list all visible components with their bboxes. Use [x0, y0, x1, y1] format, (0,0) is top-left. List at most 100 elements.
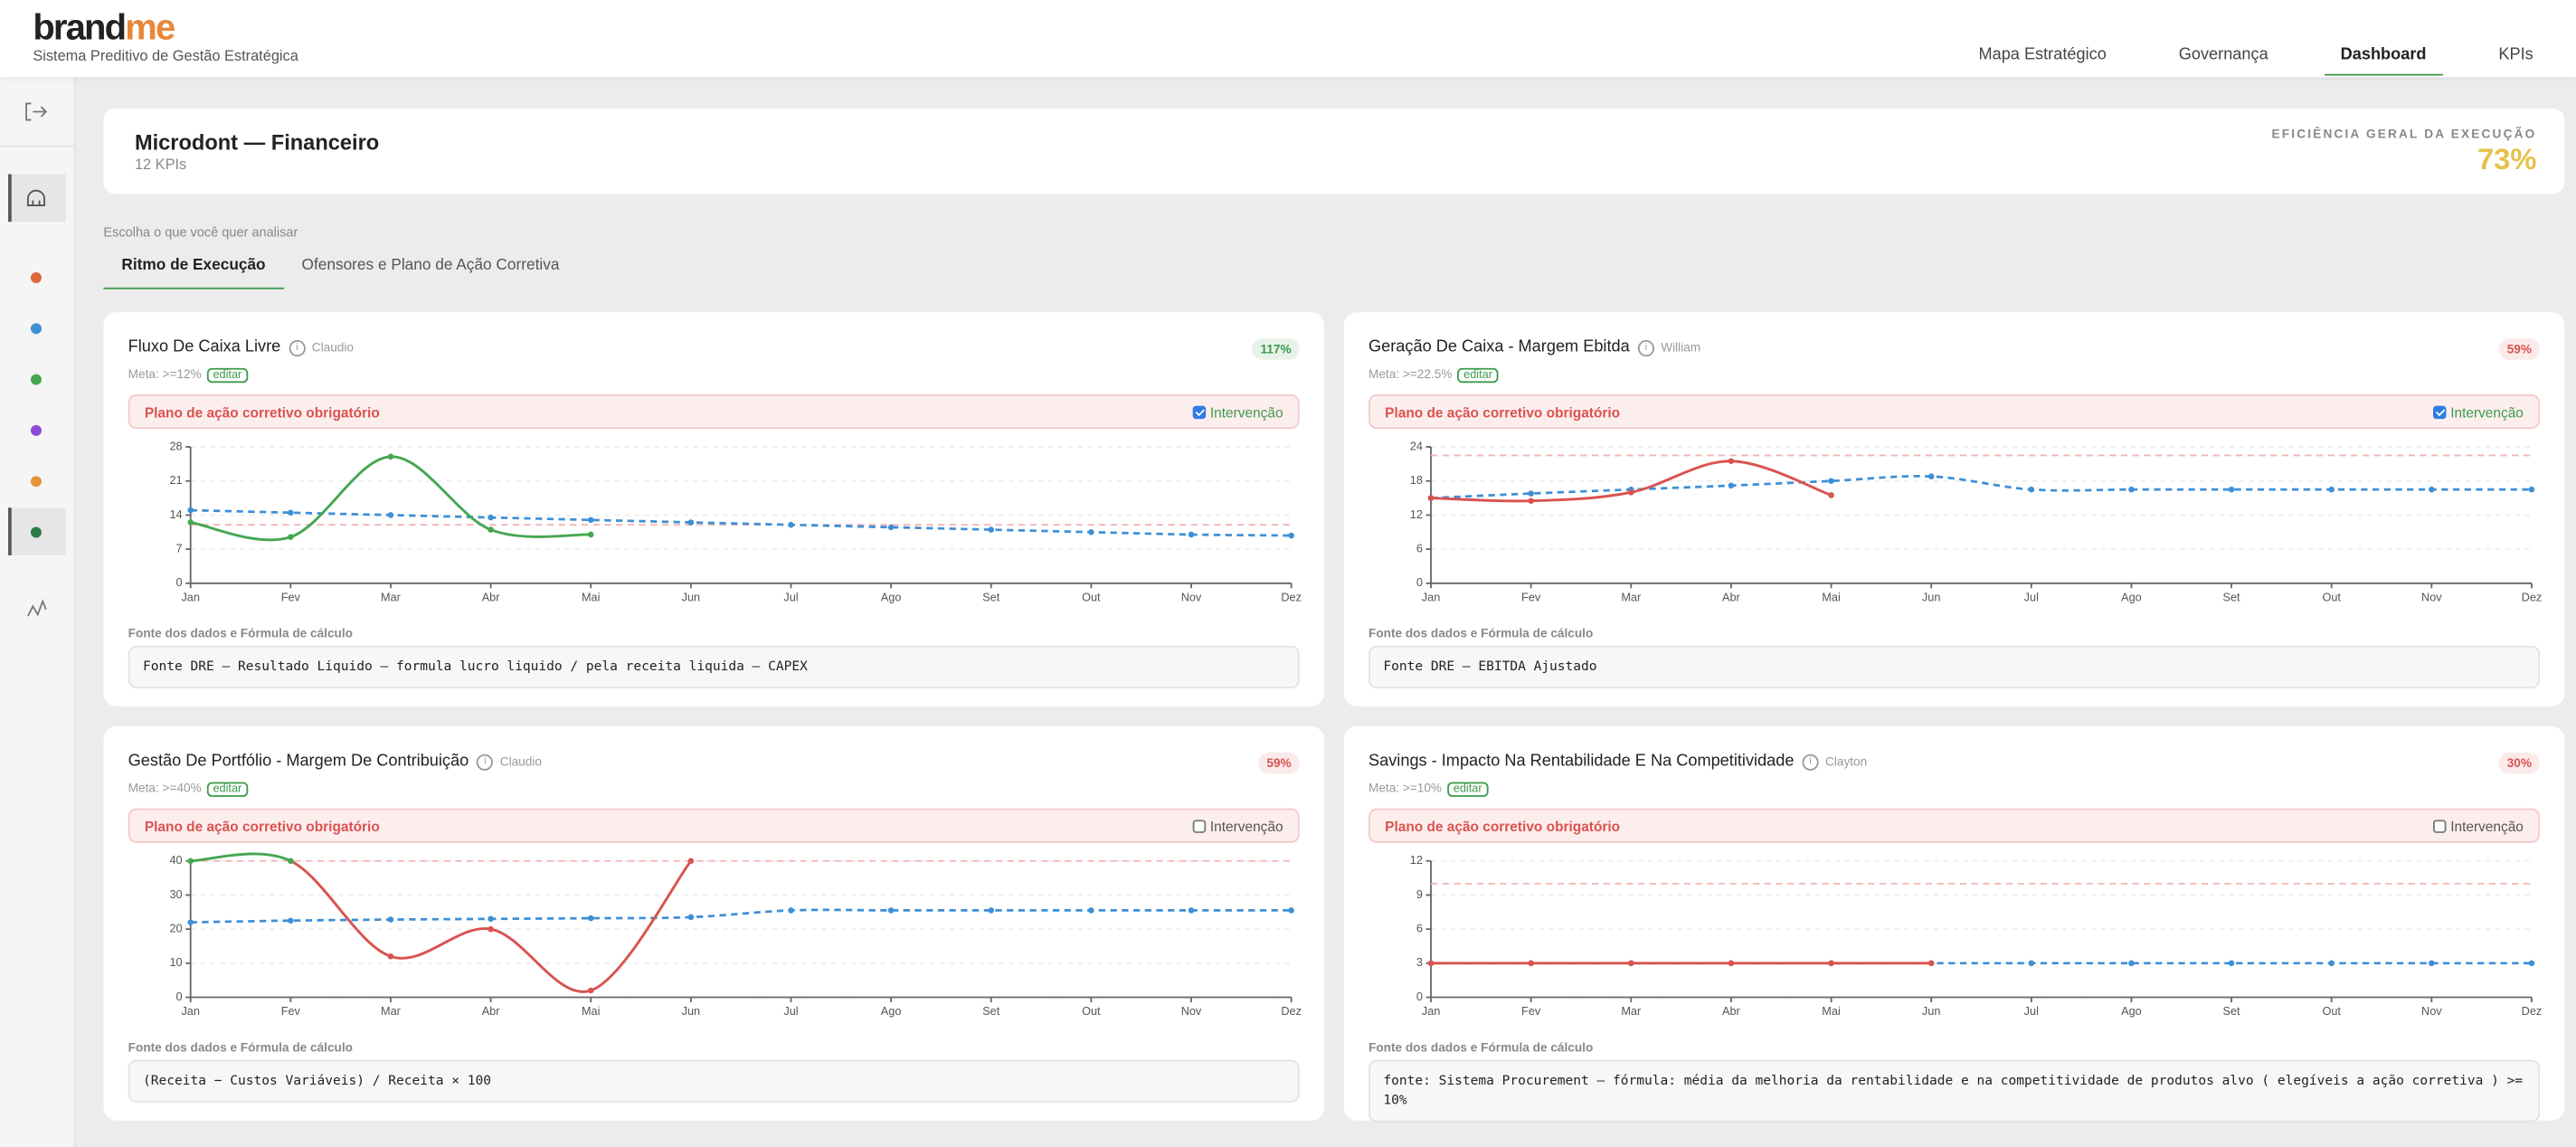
intervention-toggle[interactable]: Intervenção: [2432, 403, 2524, 420]
x-tick-label: Out: [1082, 1004, 1101, 1018]
summary-card: Microdont — Financeiro 12 KPIs EFICIÊNCI…: [103, 108, 2565, 194]
meta-text: Meta: >=22.5%: [1368, 366, 1453, 382]
y-tick-label: 3: [1416, 955, 1423, 969]
x-tick-label: Jul: [2024, 591, 2039, 604]
kpi-title: Gestão De Portfólio - Margem De Contribu…: [128, 752, 469, 771]
checkbox[interactable]: [1191, 404, 1206, 419]
dot[interactable]: [30, 424, 42, 436]
x-tick-label: Nov: [2421, 591, 2442, 604]
actual-point: [187, 858, 194, 865]
actual-point: [387, 453, 394, 460]
edit-button[interactable]: editar: [1456, 367, 1500, 384]
forecast-point: [1728, 482, 1735, 489]
active-item[interactable]: [8, 174, 66, 223]
info-icon[interactable]: i: [477, 754, 494, 771]
y-tick-label: 6: [1416, 541, 1423, 555]
checkbox[interactable]: [2432, 404, 2446, 419]
kpi-header: Gestão De Portfólio - Margem De Contribu…: [128, 753, 542, 771]
x-tick-label: Abr: [1722, 591, 1741, 604]
nav-item[interactable]: Mapa Estratégico: [1978, 45, 2107, 64]
logo-brand: brand: [33, 6, 127, 48]
dot[interactable]: [30, 271, 42, 283]
actual-point: [1728, 458, 1735, 465]
y-tick-label: 12: [1410, 853, 1423, 867]
forecast-point: [288, 917, 294, 924]
x-tick-label: Jan: [1422, 1004, 1440, 1018]
y-tick-label: 0: [176, 990, 183, 1003]
forecast-point: [288, 509, 294, 516]
checkbox[interactable]: [2432, 819, 2446, 832]
logo[interactable]: brandme: [33, 6, 175, 49]
subtitle: Sistema Preditivo de Gestão Estratégica: [33, 47, 298, 64]
kpi-meta: Meta: >=40% editar: [128, 781, 249, 797]
x-tick-label: Ago: [2121, 1004, 2142, 1018]
forecast-point: [488, 514, 494, 521]
intervention-toggle[interactable]: Intervenção: [1191, 403, 1283, 420]
x-tick-label: Out: [2322, 591, 2341, 604]
kpi-badge: 117%: [1252, 338, 1300, 360]
intervention-toggle[interactable]: Intervenção: [2432, 818, 2524, 834]
actual-line: [190, 852, 291, 863]
dot[interactable]: [30, 323, 42, 335]
actual-line: [590, 859, 692, 992]
efficiency-label: EFICIÊNCIA GERAL DA EXECUÇÃO: [2271, 126, 2537, 142]
dot[interactable]: [30, 374, 42, 385]
source-label: Fonte dos dados e Fórmula de cálculo: [1368, 626, 1594, 641]
y-tick-label: 24: [1410, 439, 1423, 452]
edit-button[interactable]: editar: [206, 782, 249, 797]
nav-item[interactable]: Governança: [2178, 45, 2268, 64]
activity-icon[interactable]: [27, 599, 47, 617]
y-tick-label: 40: [169, 853, 182, 867]
x-tick-label: Abr: [482, 1004, 501, 1018]
x-tick-label: Jul: [2024, 1004, 2039, 1018]
source-box: Fonte DRE – Resultado Liquido – formula …: [128, 645, 1300, 689]
x-tick-label: Fev: [1521, 591, 1541, 604]
actual-line: [1430, 497, 1531, 503]
actual-line: [390, 927, 491, 960]
intervention-toggle[interactable]: Intervenção: [1191, 818, 1283, 834]
forecast-point: [187, 507, 194, 514]
x-tick-label: Jan: [181, 591, 199, 604]
x-tick-label: Set: [982, 1004, 1000, 1018]
forecast-point: [2328, 486, 2334, 493]
actual-point: [1927, 960, 1935, 967]
kpi-title: Fluxo De Caixa Livre: [128, 338, 281, 357]
logo-me: me: [125, 6, 175, 48]
nav-item[interactable]: Dashboard: [2324, 33, 2443, 76]
y-tick-label: 0: [176, 575, 183, 589]
actual-point: [1728, 960, 1735, 967]
forecast-line: [190, 508, 1292, 537]
edit-button[interactable]: editar: [206, 367, 249, 384]
forecast-point: [2429, 486, 2435, 493]
x-tick-label: Jan: [181, 1004, 199, 1018]
forecast-point: [2228, 486, 2235, 493]
actual-point: [387, 953, 394, 960]
actual-line: [1631, 460, 1731, 494]
logout-icon[interactable]: [25, 102, 48, 121]
x-tick-label: Ago: [881, 591, 902, 604]
nav: Mapa Estratégico Governança Dashboard KPIs: [1962, 33, 2550, 76]
forecast-point: [2128, 960, 2135, 967]
x-tick-label: Abr: [1722, 1004, 1741, 1018]
info-icon[interactable]: i: [1802, 754, 1819, 771]
alert-box: Plano de ação corretivo obrigatório Inter…: [128, 808, 1300, 843]
forecast-point: [2328, 960, 2334, 967]
alert-box: Plano de ação corretivo obrigatório Inter…: [1368, 808, 2541, 843]
actual-point: [1427, 495, 1435, 501]
dot[interactable]: [30, 476, 42, 488]
sidebar: [0, 77, 76, 1147]
forecast-point: [788, 907, 794, 914]
info-icon[interactable]: i: [289, 339, 306, 357]
info-icon[interactable]: i: [1637, 339, 1654, 357]
nav-item[interactable]: KPIs: [2498, 45, 2533, 64]
tab[interactable]: Ofensores e Plano de Ação Corretiva: [301, 256, 560, 275]
meta-text: Meta: >=12%: [128, 366, 202, 382]
alert-box: Plano de ação corretivo obrigatório Inter…: [128, 393, 1300, 430]
actual-point: [587, 987, 594, 994]
tab[interactable]: Ritmo de Execução: [103, 246, 284, 289]
intervention-label: Intervenção: [2450, 817, 2524, 834]
edit-button[interactable]: editar: [1446, 782, 1489, 797]
checkbox[interactable]: [1191, 819, 1206, 832]
y-tick-label: 0: [1416, 990, 1423, 1003]
y-tick-label: 21: [169, 473, 182, 487]
